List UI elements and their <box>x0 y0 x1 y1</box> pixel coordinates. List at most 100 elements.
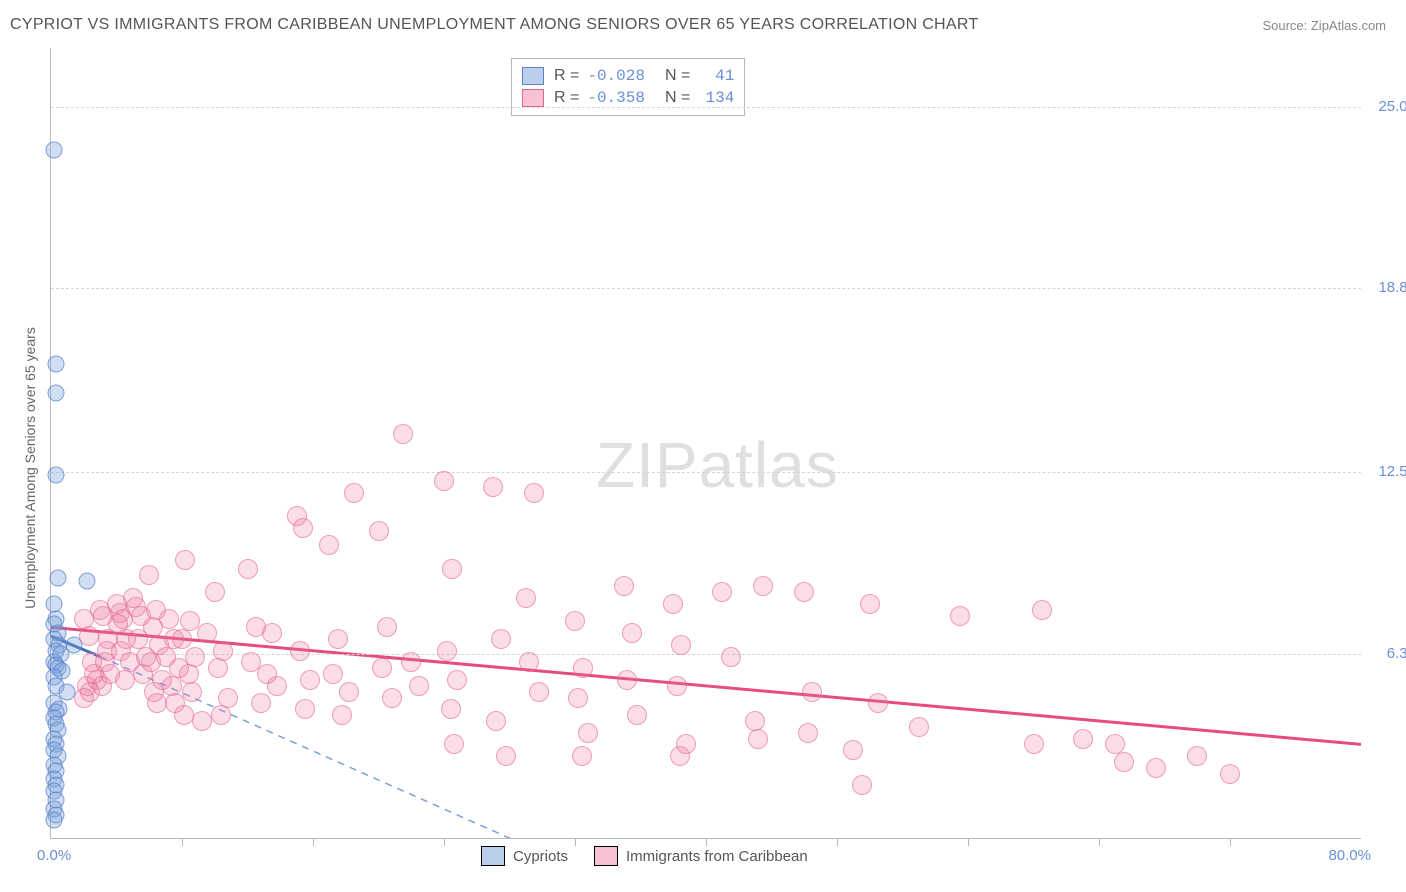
data-point <box>159 609 179 629</box>
data-point <box>238 559 258 579</box>
data-point <box>205 582 225 602</box>
gridline-h <box>51 472 1361 473</box>
data-point <box>382 688 402 708</box>
data-point <box>950 606 970 626</box>
data-point <box>92 676 112 696</box>
legend-swatch-pink <box>594 846 618 866</box>
y-axis-label: Unemployment Among Seniors over 65 years <box>22 308 38 628</box>
data-point <box>1146 758 1166 778</box>
data-point <box>197 623 217 643</box>
data-point <box>47 467 64 484</box>
data-point <box>79 572 96 589</box>
data-point <box>175 550 195 570</box>
data-point <box>524 483 544 503</box>
data-point <box>516 588 536 608</box>
data-point <box>614 576 634 596</box>
r-value-1: -0.028 <box>587 67 645 85</box>
data-point <box>377 617 397 637</box>
legend-item-2: Immigrants from Caribbean <box>594 846 808 866</box>
x-axis-origin: 0.0% <box>37 847 71 864</box>
data-point <box>208 658 228 678</box>
watermark: ZIPatlas <box>596 428 839 502</box>
bottom-legend: Cypriots Immigrants from Caribbean <box>481 846 808 866</box>
data-point <box>802 682 822 702</box>
data-point <box>372 658 392 678</box>
plot-area: ZIPatlas R = -0.028 N = 41 R = -0.358 N … <box>50 48 1361 839</box>
data-point <box>486 711 506 731</box>
data-point <box>671 635 691 655</box>
x-tick <box>444 838 445 846</box>
data-point <box>568 688 588 708</box>
n-value-1: 41 <box>698 67 734 85</box>
data-point <box>578 723 598 743</box>
x-tick <box>575 838 576 846</box>
trendlines-svg <box>51 48 1361 838</box>
data-point <box>491 629 511 649</box>
data-point <box>794 582 814 602</box>
trendline <box>51 627 1361 744</box>
data-point <box>339 682 359 702</box>
legend-label-1: Cypriots <box>513 848 568 865</box>
data-point <box>798 723 818 743</box>
data-point <box>663 594 683 614</box>
legend-item-1: Cypriots <box>481 846 568 866</box>
data-point <box>627 705 647 725</box>
data-point <box>437 641 457 661</box>
data-point <box>344 483 364 503</box>
data-point <box>622 623 642 643</box>
x-tick <box>1230 838 1231 846</box>
data-point <box>565 611 585 631</box>
swatch-blue <box>522 67 544 85</box>
data-point <box>147 693 167 713</box>
data-point <box>192 711 212 731</box>
data-point <box>139 565 159 585</box>
data-point <box>721 647 741 667</box>
data-point <box>1032 600 1052 620</box>
data-point <box>444 734 464 754</box>
stats-row-1: R = -0.028 N = 41 <box>522 65 734 87</box>
r-label: R = <box>554 89 579 107</box>
data-point <box>369 521 389 541</box>
data-point <box>174 705 194 725</box>
n-label: N = <box>665 67 690 85</box>
data-point <box>182 682 202 702</box>
data-point <box>712 582 732 602</box>
data-point <box>434 471 454 491</box>
data-point <box>670 746 690 766</box>
r-value-2: -0.358 <box>587 89 645 107</box>
data-point <box>1073 729 1093 749</box>
data-point <box>843 740 863 760</box>
y-tick-label: 6.3% <box>1366 645 1406 662</box>
data-point <box>323 664 343 684</box>
data-point <box>409 676 429 696</box>
data-point <box>332 705 352 725</box>
gridline-h <box>51 107 1361 108</box>
data-point <box>441 699 461 719</box>
data-point <box>529 682 549 702</box>
data-point <box>172 629 192 649</box>
data-point <box>328 629 348 649</box>
data-point <box>393 424 413 444</box>
data-point <box>572 746 592 766</box>
legend-swatch-blue <box>481 846 505 866</box>
chart-title: CYPRIOT VS IMMIGRANTS FROM CARIBBEAN UNE… <box>10 16 979 34</box>
data-point <box>868 693 888 713</box>
data-point <box>442 559 462 579</box>
data-point <box>1024 734 1044 754</box>
swatch-pink <box>522 89 544 107</box>
data-point <box>59 683 76 700</box>
data-point <box>46 812 63 829</box>
r-label: R = <box>554 67 579 85</box>
x-tick <box>837 838 838 846</box>
n-label: N = <box>665 89 690 107</box>
data-point <box>573 658 593 678</box>
data-point <box>46 142 63 159</box>
data-point <box>262 623 282 643</box>
data-point <box>1114 752 1134 772</box>
data-point <box>293 518 313 538</box>
x-tick <box>313 838 314 846</box>
data-point <box>1220 764 1240 784</box>
data-point <box>47 356 64 373</box>
data-point <box>74 688 94 708</box>
x-tick <box>1099 838 1100 846</box>
